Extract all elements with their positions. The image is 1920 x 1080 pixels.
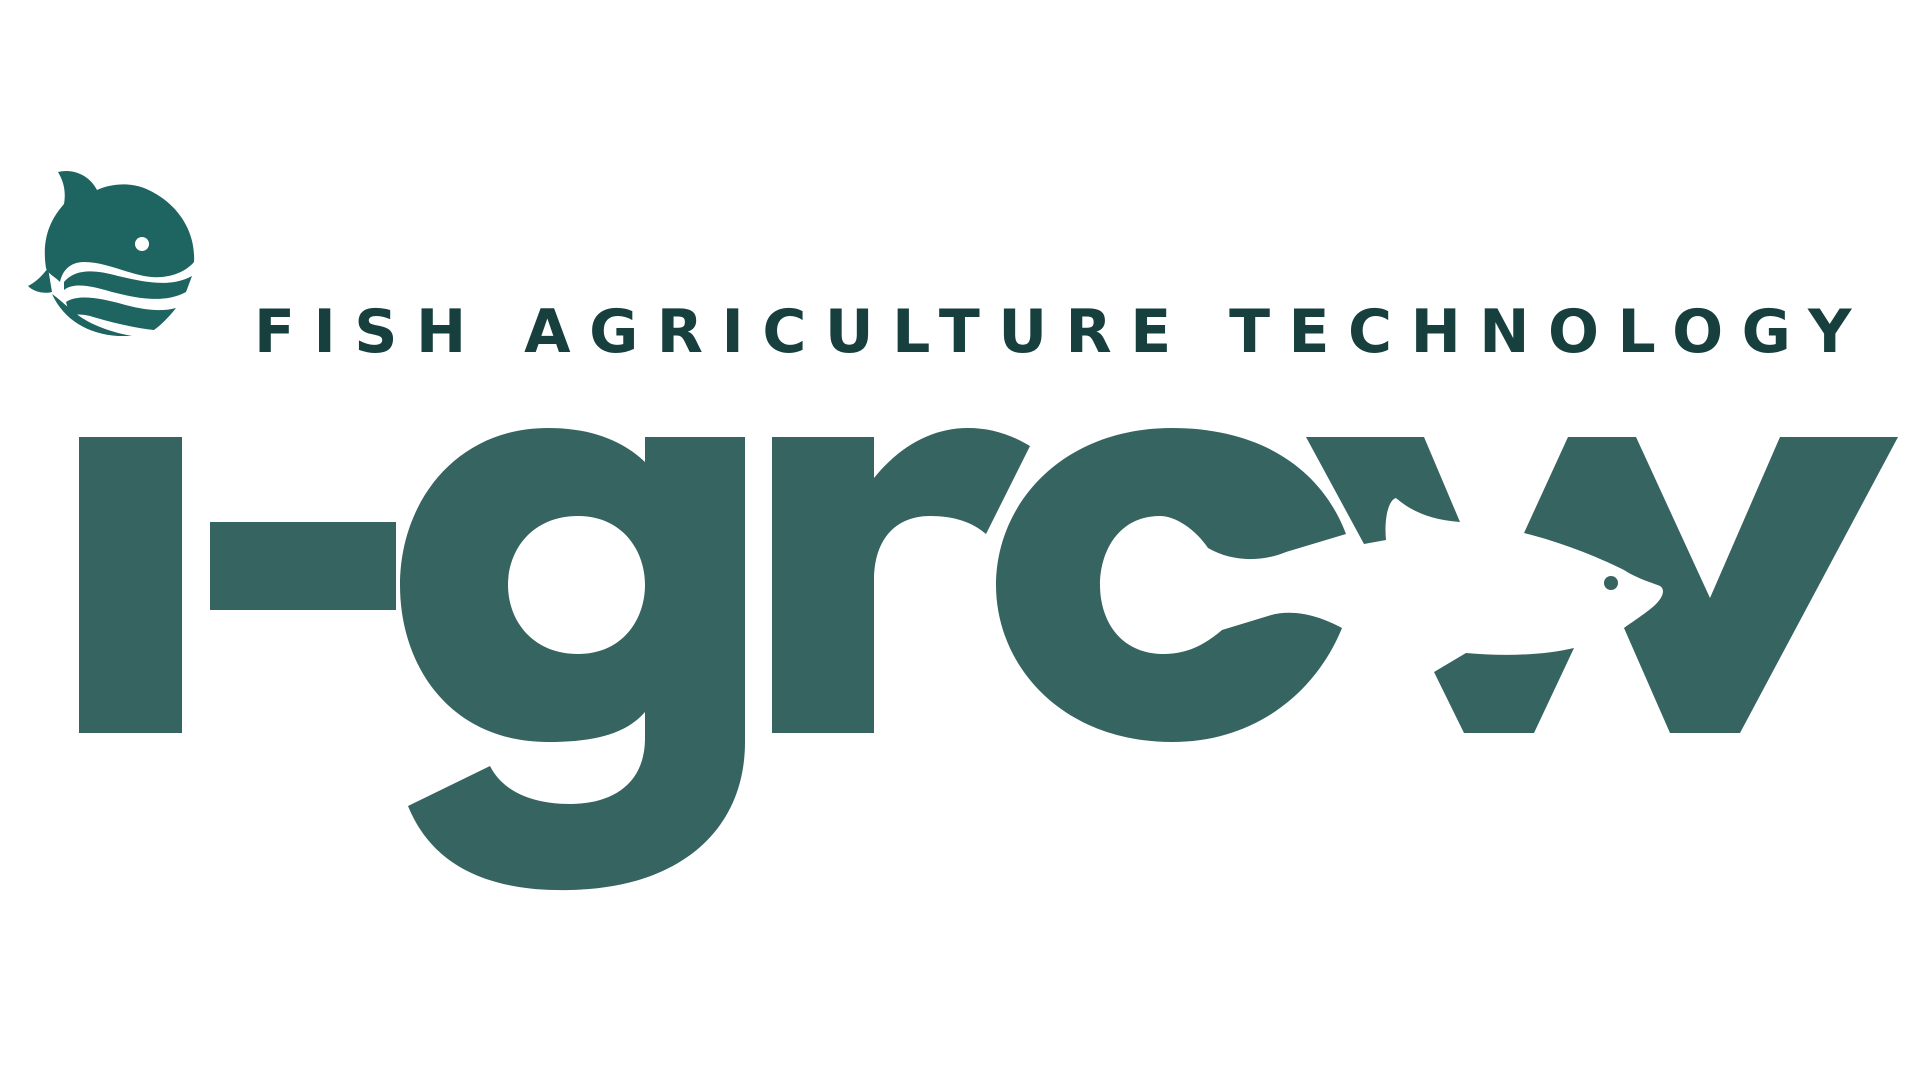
letter-w-left bbox=[1434, 648, 1574, 733]
letter-w-right bbox=[1524, 437, 1898, 733]
letter-o bbox=[996, 428, 1346, 742]
hyphen-mark bbox=[210, 522, 396, 610]
letter-r bbox=[772, 428, 1030, 733]
letter-g bbox=[400, 428, 745, 891]
wordmark-letters bbox=[79, 428, 1898, 891]
letter-i bbox=[79, 437, 182, 733]
letter-w bbox=[1306, 437, 1460, 544]
tagline: FISH AGRICULTURE TECHNOLOGY bbox=[254, 297, 1870, 367]
fish-waves-icon bbox=[28, 170, 195, 336]
emblem-body bbox=[28, 170, 195, 336]
fish-eye bbox=[1604, 576, 1618, 590]
